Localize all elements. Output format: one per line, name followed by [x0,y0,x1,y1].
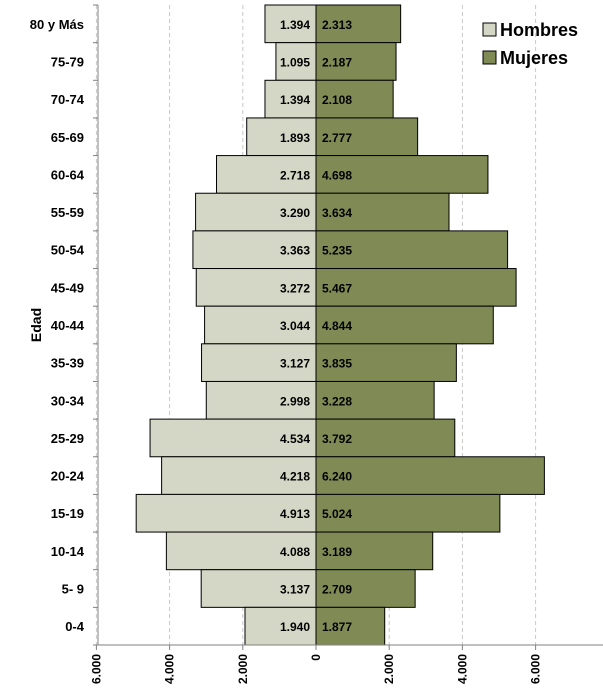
legend-label-hombres: Hombres [500,20,578,40]
data-label-hombres: 3.137 [280,583,310,597]
data-label-mujeres: 2.108 [322,93,352,107]
y-tick-label: 35-39 [51,356,84,371]
legend: Hombres Mujeres [482,20,578,68]
bar-mujeres [315,79,394,119]
data-label-hombres: 2.718 [280,168,310,182]
data-label-hombres: 3.127 [280,357,310,371]
data-label-mujeres: 4.844 [322,319,352,333]
x-tick-label: 2.000 [236,654,250,684]
data-label-mujeres: 3.228 [322,394,352,408]
data-labels: 1.394 2.313 1.095 2.187 1.394 2.108 1.893 2.777… [280,18,352,634]
data-label-mujeres: 3.189 [322,545,352,559]
bar-hombres [192,230,317,270]
bar-mujeres [315,155,489,194]
bar-mujeres [315,230,509,270]
data-label-mujeres: 2.709 [322,583,352,597]
bars [135,4,545,646]
bar-mujeres [315,117,419,157]
data-label-hombres: 4.088 [280,545,310,559]
y-tick-label: 5- 9 [62,582,84,597]
data-label-mujeres: 5.235 [322,244,352,258]
data-label-mujeres: 2.313 [322,18,352,32]
data-label-mujeres: 3.634 [322,206,352,220]
y-tick-label: 50-54 [51,243,85,258]
x-tick-label: 6.000 [89,654,103,684]
x-tick-label: 8.000 [602,654,603,684]
bar-hombres [205,380,317,420]
y-tick-label: 60-64 [51,167,85,182]
data-label-hombres: 4.534 [280,432,310,446]
data-label-mujeres: 2.777 [322,131,352,145]
bar-hombres [264,79,317,119]
y-tick-label: 65-69 [51,130,84,145]
y-tick-label: 80 y Más [30,17,84,32]
data-label-mujeres: 5.467 [322,281,352,295]
bar-hombres [201,343,317,382]
y-tick-label: 0-4 [65,619,85,634]
data-label-hombres: 2.998 [280,394,310,408]
bar-mujeres [315,192,450,232]
bar-hombres [195,192,317,232]
y-tick-label: 10-14 [51,544,85,559]
bar-hombres [149,418,317,458]
y-tick-label: 55-59 [51,205,84,220]
data-label-mujeres: 3.792 [322,432,352,446]
data-label-mujeres: 4.698 [322,168,352,182]
bar-mujeres [315,606,386,646]
bar-mujeres [315,493,501,533]
x-tick-label: 4.000 [163,654,177,684]
data-label-hombres: 1.095 [280,55,310,69]
data-label-mujeres: 2.187 [322,55,352,69]
y-tick-label: 30-34 [51,393,85,408]
data-label-mujeres: 5.024 [322,507,352,521]
x-tick-label: 0 [309,654,323,661]
bar-hombres [244,606,317,646]
legend-swatch-mujeres [482,50,497,65]
bar-hombres [204,305,317,345]
x-tick-label: 4.000 [455,654,469,684]
bar-mujeres [315,42,397,81]
y-tick-label: 75-79 [51,54,84,69]
data-label-hombres: 1.940 [280,620,310,634]
y-tick-label: 20-24 [51,469,85,484]
bar-mujeres [315,268,517,307]
bar-hombres [195,268,317,307]
legend-label-mujeres: Mujeres [500,48,568,68]
bar-hombres [275,42,317,81]
bar-mujeres [315,305,494,345]
data-label-hombres: 3.290 [280,206,310,220]
axes: 80 y Más 75-79 70-74 65-69 60-64 55-59 50-54 45… [30,4,603,684]
y-tick-label: 45-49 [51,280,84,295]
x-tick-label: 6.000 [529,654,543,684]
x-tick-label: 2.000 [382,654,396,684]
data-label-hombres: 1.394 [280,18,310,32]
data-label-hombres: 1.893 [280,131,310,145]
y-tick-label: 70-74 [51,92,85,107]
y-axis-label: Edad [28,308,44,342]
bar-mujeres [315,531,434,571]
bar-mujeres [315,569,416,608]
data-label-mujeres: 3.835 [322,357,352,371]
data-label-hombres: 4.913 [280,507,310,521]
y-tick-label: 25-29 [51,431,84,446]
bar-mujeres [315,4,402,44]
data-label-hombres: 3.044 [280,319,310,333]
y-tick-label: 15-19 [51,506,84,521]
data-label-hombres: 3.272 [280,281,310,295]
data-label-mujeres: 1.877 [322,620,352,634]
data-label-hombres: 1.394 [280,93,310,107]
data-label-hombres: 3.363 [280,244,310,258]
legend-swatch-hombres [482,22,497,37]
data-label-hombres: 4.218 [280,470,310,484]
data-label-mujeres: 6.240 [322,470,352,484]
y-tick-label: 40-44 [51,318,85,333]
